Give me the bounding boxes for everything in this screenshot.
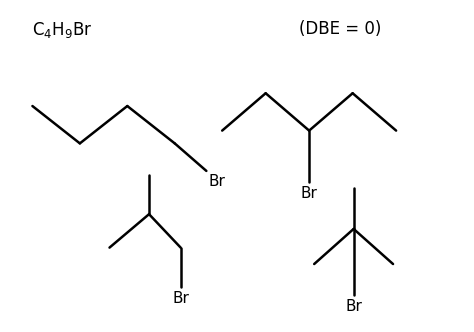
Text: (DBE = 0): (DBE = 0): [299, 21, 382, 39]
Text: Br: Br: [209, 174, 225, 189]
Text: Br: Br: [172, 291, 189, 306]
Text: Br: Br: [345, 299, 362, 314]
Text: C$_4$H$_9$Br: C$_4$H$_9$Br: [32, 21, 93, 41]
Text: Br: Br: [301, 186, 318, 201]
